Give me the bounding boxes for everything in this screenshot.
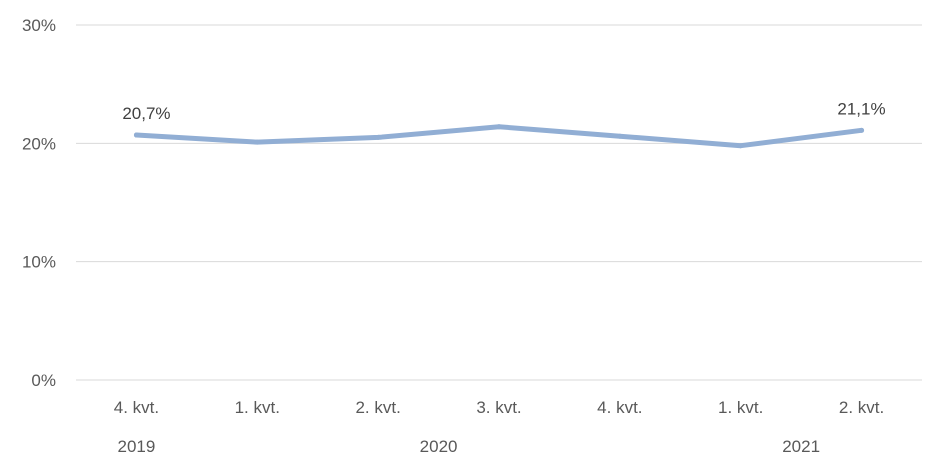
x-tick-label-5: 1. kvt. — [718, 398, 763, 417]
data-point-4 — [617, 133, 623, 139]
gridlines — [76, 24, 922, 381]
y-tick-label-0: 0% — [31, 371, 56, 390]
x-axis-ticks: 4. kvt. 1. kvt. 2. kvt. 3. kvt. 4. kvt. 1. kv… — [114, 398, 885, 417]
series-layer — [133, 124, 865, 149]
data-labels: 20,7% 21,1% — [122, 99, 885, 123]
data-point-5 — [738, 143, 744, 149]
y-tick-label-3: 30% — [22, 16, 56, 35]
data-point-6 — [859, 127, 865, 133]
data-point-1 — [254, 139, 260, 145]
y-tick-label-2: 20% — [22, 134, 56, 153]
x-tick-label-1: 1. kvt. — [235, 398, 280, 417]
year-label-2019: 2019 — [118, 437, 156, 456]
x-tick-label-3: 3. kvt. — [476, 398, 521, 417]
x-tick-label-6: 2. kvt. — [839, 398, 884, 417]
x-axis-year-labels: 2019 2020 2021 — [118, 437, 821, 456]
y-axis-ticks: 0% 10% 20% 30% — [22, 16, 56, 390]
y-tick-label-1: 10% — [22, 253, 56, 272]
data-label-6: 21,1% — [837, 99, 885, 118]
x-tick-label-4: 4. kvt. — [597, 398, 642, 417]
data-point-2 — [375, 134, 381, 140]
data-point-3 — [496, 124, 502, 130]
x-tick-label-2: 2. kvt. — [355, 398, 400, 417]
x-tick-label-0: 4. kvt. — [114, 398, 159, 417]
year-label-2020: 2020 — [420, 437, 458, 456]
data-point-0 — [133, 132, 139, 138]
year-label-2021: 2021 — [782, 437, 820, 456]
data-label-0: 20,7% — [122, 104, 170, 123]
